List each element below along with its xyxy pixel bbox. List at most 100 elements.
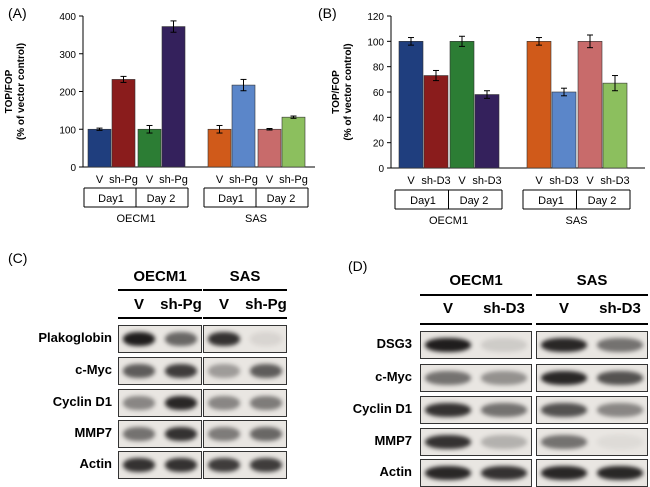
protein-band [208,363,240,379]
day-label: Day 2 [588,195,617,207]
protein-band [250,457,282,473]
protein-band [481,402,527,418]
lane-label: sh-Pg [159,174,188,186]
blot-strip [203,325,287,353]
lane-label: sh-Pg [160,296,202,313]
y-tick-label: 20 [373,139,385,150]
bar [526,41,552,169]
protein-band [541,337,587,353]
protein-band [208,426,240,442]
blot-strip [203,420,287,448]
lane-underline [536,323,648,325]
lane-label: sh-D3 [600,175,629,187]
protein-band [425,465,471,481]
group-label: OECM1 [449,272,503,289]
day-label: Day 2 [267,193,296,205]
group-label: SAS [245,213,267,225]
y-axis-label: TOP/FOP [331,70,342,114]
protein-band [597,402,643,418]
bar [423,75,449,169]
protein-band [165,426,197,442]
bar [398,41,424,169]
protein-band [481,337,527,353]
blot-strip [536,428,648,456]
lane-label: V [407,175,415,187]
blot-strip [536,396,648,424]
lane-label: sh-D3 [421,175,450,187]
group-underline [203,289,287,291]
protein-band [481,465,527,481]
lane-label: V [535,175,543,187]
protein-band [425,337,471,353]
blot-row-label: MMP7 [374,433,412,448]
protein-band [597,337,643,353]
panel-a-letter: (A) [8,5,27,21]
blot-strip [420,331,532,359]
lane-label: V [266,174,274,186]
protein-band [123,457,155,473]
protein-band [541,465,587,481]
group-underline [420,294,532,296]
y-tick-label: 40 [373,113,385,124]
blot-strip [203,389,287,417]
y-tick-label: 80 [373,63,385,74]
lane-label: V [218,296,229,313]
blot-row-label: MMP7 [74,425,112,440]
blot-strip [536,331,648,359]
y-axis-label: (% of vector control) [343,43,354,140]
protein-band [165,395,197,411]
day-label: Day1 [410,195,436,207]
protein-band [425,370,471,386]
group-label: SAS [576,272,608,289]
day-label: Day1 [98,193,124,205]
lane-label: sh-Pg [229,174,258,186]
group-underline [536,294,648,296]
group-underline [118,289,202,291]
lane-label: V [216,174,224,186]
blot-strip [118,357,202,385]
lane-label: sh-Pg [245,296,287,313]
blot-row-label: c-Myc [375,369,412,384]
protein-band [541,434,587,450]
lane-label: V [586,175,594,187]
blot-row-label: Actin [79,456,113,471]
bar-chart-a: TOP/FOP (% of vector control) 0 100 200 300 40… [4,12,315,225]
bar [449,41,475,169]
protein-band [165,457,197,473]
blot-strip [420,428,532,456]
panel-c-letter: (C) [8,250,28,266]
blot-strip [203,451,287,479]
protein-band [541,402,587,418]
blot-row-label: Cyclin D1 [352,401,412,416]
y-tick-label: 300 [59,50,76,61]
group-label: OECM1 [133,268,187,285]
lane-label: sh-D3 [599,300,641,317]
blot-strip [118,451,202,479]
blot-strip [118,325,202,353]
blot-strip [420,396,532,424]
blot-row-label: Plakoglobin [38,330,112,345]
y-tick-label: 60 [373,88,385,99]
protein-band [250,331,282,347]
lane-label: sh-D3 [549,175,578,187]
protein-band [123,331,155,347]
blot-row-label: DSG3 [376,336,412,351]
bar [551,91,577,169]
blot-strip [118,420,202,448]
y-tick-label: 100 [367,37,384,48]
group-label: OECM1 [116,213,155,225]
y-tick-label: 400 [59,12,76,23]
bar [602,82,628,169]
protein-band [165,331,197,347]
protein-band [425,434,471,450]
lane-underline [420,323,532,325]
lane-label: V [458,175,466,187]
blot-row-label: Cyclin D1 [52,394,112,409]
protein-band [208,331,240,347]
blot-strip [420,459,532,487]
protein-band [123,363,155,379]
protein-band [541,370,587,386]
bar-chart-b: TOP/FOP (% of vector control) 0 20 40 60 80 100… [331,12,645,225]
lane-underline [203,317,287,319]
